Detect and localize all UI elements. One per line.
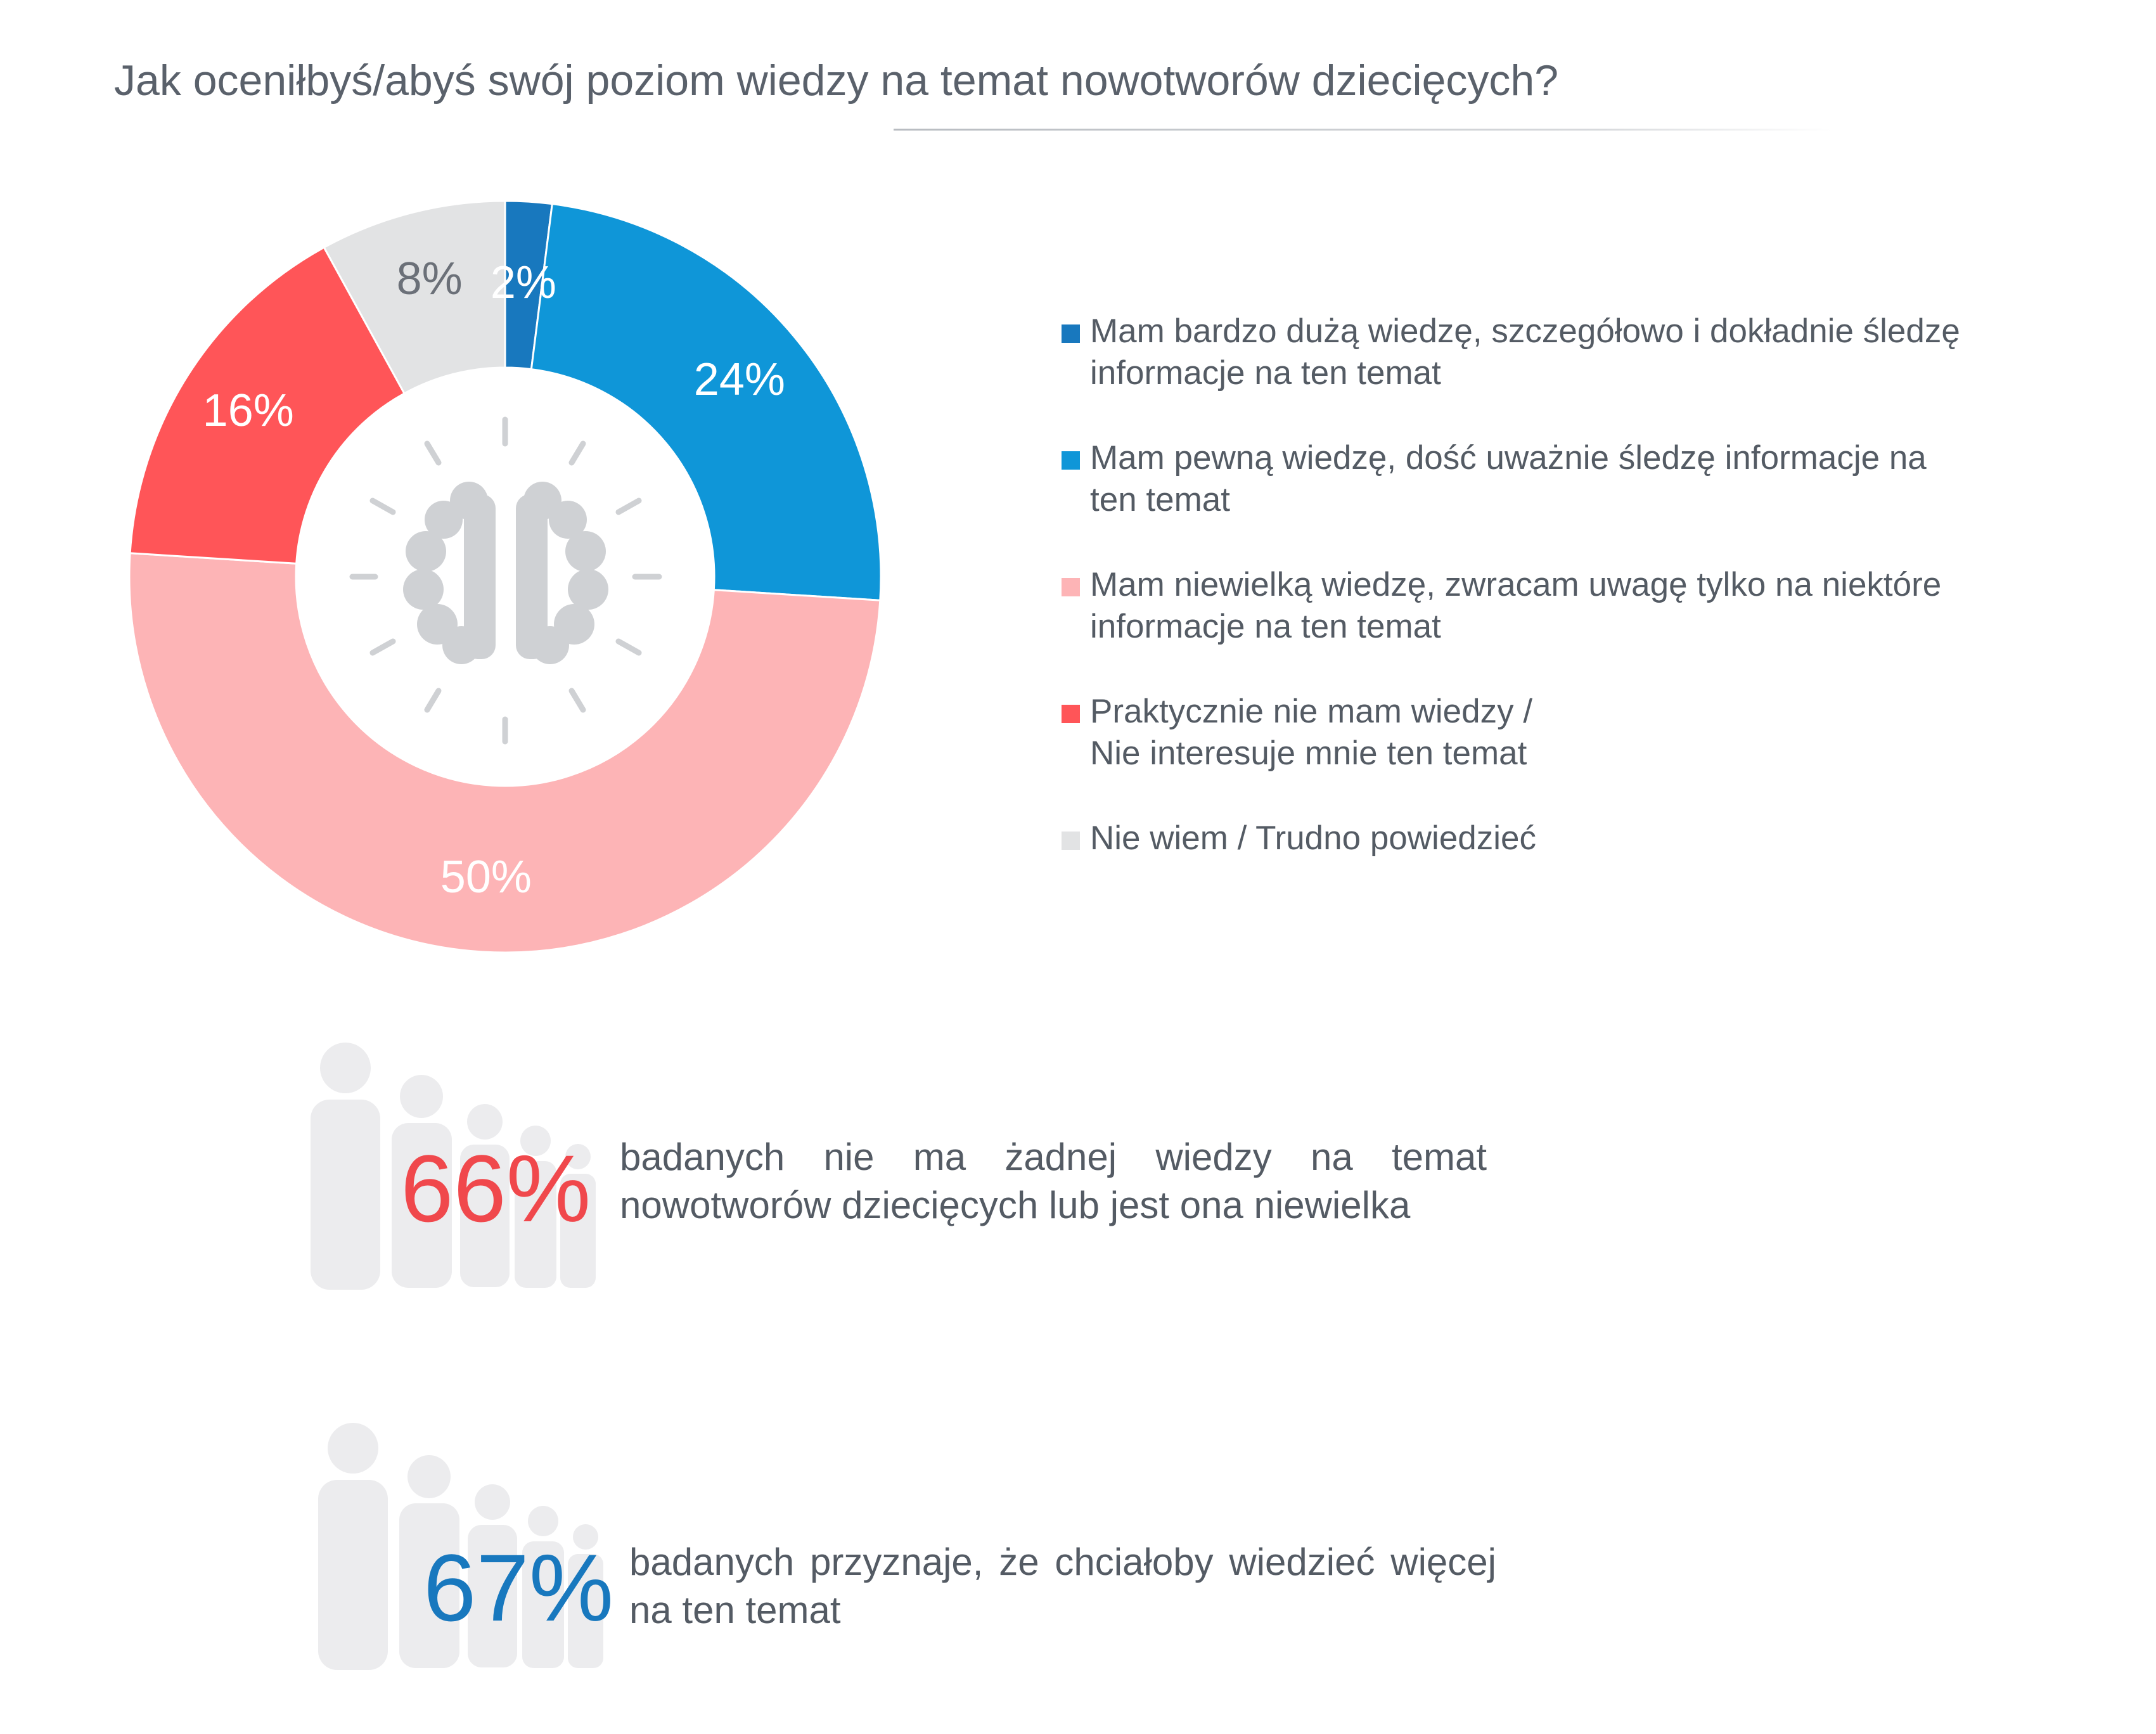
legend-label: Mam niewielką wiedzę, zwracam uwagę tylk…	[1090, 566, 1942, 645]
legend-swatch	[1062, 832, 1080, 850]
legend-swatch	[1062, 705, 1080, 723]
legend-item: Mam bardzo dużą wiedzę, szczegółowo i do…	[1062, 311, 2050, 394]
data-label: 50%	[440, 852, 532, 902]
people-icon	[318, 1423, 603, 1670]
legend-item: Praktycznie nie mam wiedzy / Nie interes…	[1062, 691, 2050, 774]
data-label: 8%	[397, 254, 463, 304]
stat-text: badanych przyznaje, że chciałoby wiedzie…	[629, 1541, 1496, 1631]
legend-item: Mam pewną wiedzę, dość uważnie śledzę in…	[1062, 437, 2050, 521]
data-label: 24%	[694, 354, 785, 405]
stat-text: badanych nie ma żadnej wiedzy na temat n…	[620, 1136, 1487, 1226]
legend-swatch	[1062, 324, 1080, 343]
donut-slice	[323, 200, 506, 395]
legend-label: Nie wiem / Trudno powiedzieć	[1090, 819, 1537, 857]
legend-item: Nie wiem / Trudno powiedzieć	[1062, 818, 2050, 859]
brain-icon	[349, 416, 662, 745]
donut-chart: 2% 24% 50% 16% 8%	[128, 200, 882, 954]
chart-title: Jak oceniłbyś/abyś swój poziom wiedzy na…	[114, 56, 1559, 105]
legend-swatch	[1062, 451, 1080, 470]
legend-label: Praktycznie nie mam wiedzy / Nie interes…	[1090, 693, 1533, 772]
data-label: 2%	[491, 257, 556, 308]
data-label: 16%	[203, 385, 294, 436]
legend-label: Mam pewną wiedzę, dość uważnie śledzę in…	[1090, 439, 1927, 518]
title-divider	[894, 129, 1832, 131]
donut-slice	[530, 202, 882, 601]
chart-legend: Mam bardzo dużą wiedzę, szczegółowo i do…	[1062, 311, 2050, 902]
donut-slice	[129, 246, 406, 565]
legend-swatch	[1062, 578, 1080, 596]
legend-label: Mam bardzo dużą wiedzę, szczegółowo i do…	[1090, 312, 1960, 392]
stat-value: 66%	[401, 1135, 591, 1242]
donut-slice	[128, 552, 882, 954]
people-icon	[311, 1043, 596, 1290]
stat-value: 67%	[423, 1534, 614, 1641]
legend-item: Mam niewielką wiedzę, zwracam uwagę tylk…	[1062, 564, 2050, 648]
